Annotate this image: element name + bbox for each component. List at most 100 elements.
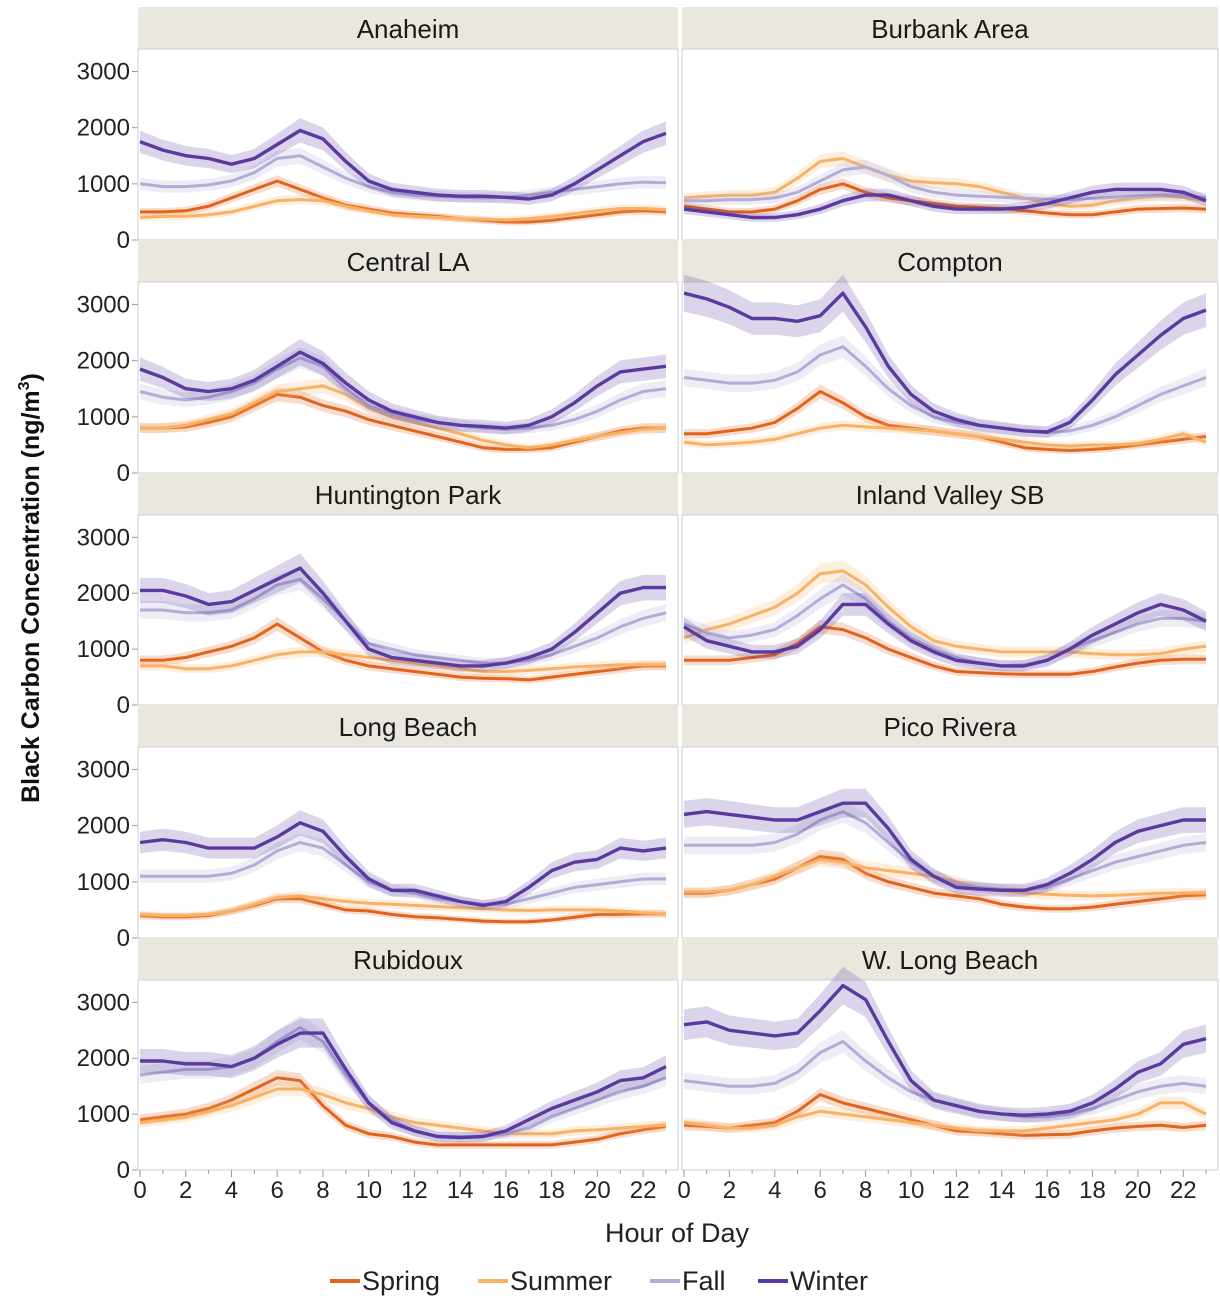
series-band-spring [684,1087,1206,1140]
x-tick-label: 14 [988,1177,1015,1204]
series-band-fall [140,833,666,909]
y-tick-label: 0 [117,692,130,719]
series-line-winter [139,128,667,201]
y-axis-title-main: Black Carbon Concentration (ng/m [17,390,45,803]
x-tick-label: 0 [133,1177,146,1204]
legend-label-summer: Summer [510,1266,612,1296]
series-line-summer [139,894,667,917]
panel-strip [138,705,678,747]
series-band-spring [140,175,666,226]
x-tick-label: 8 [316,1177,329,1204]
x-tick-label: 18 [1079,1177,1106,1204]
x-tick-label: 14 [447,1177,474,1204]
series-line-winter [683,602,1207,668]
panel-frame [681,979,1219,1171]
panel-strip [682,705,1218,747]
series-line-spring [139,1076,667,1147]
series-line-summer [683,1101,1207,1133]
panel: Inland Valley SB [681,473,1219,706]
x-tick-label: 2 [723,1177,736,1204]
y-tick-label: 1000 [77,1101,130,1128]
panel: Compton [681,240,1219,474]
series-band-spring [684,178,1206,219]
legend-label-fall: Fall [682,1266,726,1296]
series-band-winter [140,118,666,205]
panel-title: Rubidoux [353,945,463,975]
series-line-winter [683,983,1207,1117]
legend: Spring Summer Fall Winter [330,1266,868,1296]
panel-strip [138,7,678,49]
x-tick-label: 8 [859,1177,872,1204]
series-line-winter [140,1031,667,1140]
y-tick-label: 2000 [77,813,130,840]
panel-title: Central LA [347,247,470,277]
y-tick-label: 1000 [77,404,130,431]
panel: Central LA [137,240,679,474]
x-tick-label: 16 [493,1177,520,1204]
y-axis-title-end: ) [17,373,45,381]
y-tick-label: 3000 [77,756,130,783]
x-tick-label: 6 [271,1177,284,1204]
legend-label-spring: Spring [362,1266,440,1296]
panel-title: Inland Valley SB [856,480,1045,510]
series-band-spring [140,616,666,684]
series-band-winter [684,966,1206,1123]
y-tick-label: 3000 [77,291,130,318]
x-tick-label: 20 [1125,1177,1152,1204]
y-tick-label: 2000 [77,348,130,375]
series-line-fall [683,345,1207,435]
series-line-spring [140,179,667,224]
x-tick-label: 12 [401,1177,428,1204]
y-tick-label: 0 [117,925,130,952]
series-band-fall [140,568,666,669]
y-tick-label: 0 [117,227,130,254]
panel: Long Beach [137,705,679,939]
panel: Burbank Area [681,7,1219,241]
series-line-winter [139,350,667,430]
series-line-winter [139,821,667,908]
x-tick-label: 6 [813,1177,826,1204]
y-tick-label: 3000 [77,524,130,551]
series-line-winter [683,187,1207,220]
x-tick-label: 2 [179,1177,192,1204]
series-band-summer [684,420,1206,450]
series-line-winter [683,291,1207,434]
series-line-spring [683,182,1207,217]
panel-title: Pico Rivera [884,712,1017,742]
series-line-summer [683,569,1207,657]
y-axis-title: Black Carbon Concentration (ng/m3) [16,373,45,803]
panel-strip [682,240,1218,282]
series-band-winter [140,339,666,435]
series-line-fall [684,165,1207,203]
series-line-fall [140,577,667,665]
panel: Huntington Park [137,473,679,706]
series-band-summer [684,852,1206,901]
y-tick-label: 0 [117,460,130,487]
panel-strip [138,938,678,980]
x-tick-label: 20 [584,1177,611,1204]
x-tick-label: 10 [355,1177,382,1204]
x-tick-label: 12 [943,1177,970,1204]
series-line-summer [140,384,667,450]
panel-frame [137,979,679,1171]
x-tick-label: 16 [1034,1177,1061,1204]
y-tick-label: 1000 [77,171,130,198]
series-band-winter [684,593,1206,672]
x-tick-label: 18 [538,1177,565,1204]
y-tick-label: 1000 [77,869,130,896]
series-line-summer [683,423,1207,448]
y-tick-label: 2000 [77,580,130,607]
y-tick-label: 1000 [77,636,130,663]
panel-title: Burbank Area [871,14,1029,44]
series-band-spring [684,849,1206,913]
panel-strip [682,473,1218,515]
panel-strip [682,938,1218,980]
series-line-fall [683,583,1207,668]
legend-label-winter: Winter [790,1266,868,1296]
x-tick-label: 10 [898,1177,925,1204]
series-band-winter [140,810,666,911]
panel: Anaheim [137,7,679,241]
panel-strip [138,240,678,282]
y-axis-title-sup: 3 [16,381,33,390]
